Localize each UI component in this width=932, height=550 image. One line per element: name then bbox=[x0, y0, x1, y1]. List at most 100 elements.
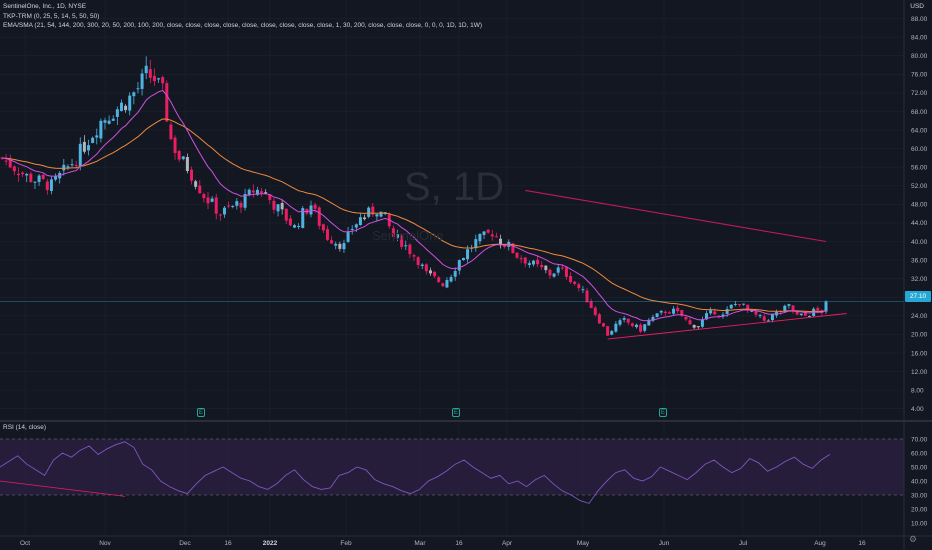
candle-body bbox=[214, 197, 218, 214]
candle-body bbox=[350, 228, 354, 230]
candle-body bbox=[494, 236, 498, 238]
legend-symbol[interactable]: SentinelOne, Inc., 1D, NYSE bbox=[3, 3, 87, 10]
candle-body bbox=[396, 234, 400, 238]
candle-body bbox=[375, 214, 379, 217]
candle-body bbox=[169, 124, 173, 140]
candle-body bbox=[573, 281, 577, 284]
candle-body bbox=[136, 88, 140, 90]
time-tick-label: Dec bbox=[179, 540, 191, 547]
price-tick-label: 24.00 bbox=[911, 313, 928, 320]
candle-body bbox=[548, 269, 552, 276]
candle-body bbox=[124, 105, 128, 111]
legend-indicator-tkp[interactable]: TKP-TRM (0, 25, 5, 14, 5, 50, 50) bbox=[3, 13, 100, 20]
rsi-trendline bbox=[0, 480, 126, 497]
candle-body bbox=[276, 204, 280, 212]
price-axis: 88.00 84.00 80.00 76.00 72.00 68.00 64.00 60.00… bbox=[911, 16, 928, 413]
candle-body bbox=[643, 324, 647, 331]
candle-body bbox=[503, 244, 507, 248]
candle-body bbox=[78, 143, 82, 166]
rsi-legend[interactable]: RSI (14, close) bbox=[3, 424, 46, 431]
candle-body bbox=[457, 260, 461, 271]
price-tick-label: 48.00 bbox=[911, 202, 928, 209]
price-tick-label: 52.00 bbox=[911, 183, 928, 190]
candle-body bbox=[115, 109, 119, 117]
price-tick-label: 76.00 bbox=[911, 72, 928, 79]
candle-body bbox=[25, 173, 29, 176]
candle-body bbox=[148, 69, 152, 78]
candle-body bbox=[338, 243, 342, 249]
candle-body bbox=[49, 179, 53, 192]
price-tick-label: 72.00 bbox=[911, 90, 928, 97]
candle-body bbox=[157, 78, 161, 80]
candle-body bbox=[725, 309, 729, 314]
candle-body bbox=[181, 156, 185, 160]
candle-body bbox=[194, 181, 198, 187]
candle-body bbox=[87, 145, 91, 151]
currency-label: USD bbox=[910, 3, 924, 10]
candle-body bbox=[45, 181, 49, 191]
candle-body bbox=[705, 313, 709, 320]
time-axis: Oct Nov Dec 16 2022 Feb Mar 16 Apr May Jun Jul Aug 16 bbox=[20, 540, 866, 547]
candle-body bbox=[29, 173, 33, 182]
candle-body bbox=[466, 249, 470, 260]
support-trendline bbox=[607, 313, 847, 340]
candle-body bbox=[564, 267, 568, 277]
candle-body bbox=[531, 260, 535, 265]
rsi-pane bbox=[0, 438, 904, 504]
candle-body bbox=[420, 264, 424, 267]
gear-icon[interactable]: ⚙ bbox=[909, 534, 918, 544]
candle-body bbox=[651, 316, 655, 321]
candle-body bbox=[511, 243, 515, 253]
candle-body bbox=[408, 244, 412, 255]
candle-body bbox=[424, 264, 428, 272]
candle-body bbox=[309, 205, 313, 215]
candle-body bbox=[449, 277, 453, 282]
candle-body bbox=[190, 169, 194, 181]
rsi-tick-label: 30.00 bbox=[911, 492, 928, 499]
candle-body bbox=[453, 271, 457, 277]
candle-body bbox=[766, 320, 770, 322]
earnings-marker[interactable]: E bbox=[452, 408, 460, 417]
candle-body bbox=[791, 305, 795, 312]
candle-body bbox=[198, 185, 202, 194]
candle-body bbox=[787, 304, 791, 306]
candle-body bbox=[610, 331, 614, 335]
candle-body bbox=[737, 304, 741, 306]
candle-body bbox=[218, 214, 222, 216]
earnings-marker[interactable]: E bbox=[659, 408, 667, 417]
candle-body bbox=[783, 305, 787, 312]
candle-body bbox=[729, 304, 733, 309]
candle-body bbox=[597, 314, 601, 324]
time-tick-label: 16 bbox=[858, 540, 866, 547]
candle-body bbox=[404, 245, 408, 247]
candle-body bbox=[177, 150, 181, 160]
candle-body bbox=[235, 201, 239, 206]
legend-indicator-ema-sma[interactable]: EMA/SMA (21, 54, 144, 200, 300, 20, 50, … bbox=[3, 22, 483, 29]
time-tick-label: Nov bbox=[99, 540, 111, 547]
candle-body bbox=[742, 303, 746, 305]
candle-body bbox=[437, 277, 441, 283]
candle-body bbox=[264, 192, 268, 194]
candle-body bbox=[21, 172, 25, 175]
candle-body bbox=[317, 207, 321, 226]
rsi-line bbox=[0, 441, 831, 504]
candle-body bbox=[12, 166, 16, 172]
time-tick-label: Oct bbox=[20, 540, 30, 547]
candle-body bbox=[293, 225, 297, 228]
earnings-marker[interactable]: E bbox=[197, 408, 205, 417]
candle-body bbox=[342, 243, 346, 250]
candle-body bbox=[622, 318, 626, 320]
candle-body bbox=[676, 307, 680, 312]
candle-body bbox=[363, 217, 367, 220]
candle-body bbox=[692, 324, 696, 328]
ema-fast-line bbox=[1, 89, 827, 322]
candle-body bbox=[754, 311, 758, 315]
candle-body bbox=[486, 229, 490, 233]
candle-body bbox=[672, 308, 676, 314]
price-tick-label: 44.00 bbox=[911, 220, 928, 227]
candle-body bbox=[733, 303, 737, 305]
candle-body bbox=[474, 239, 478, 249]
last-price-label: 27.10 bbox=[905, 291, 931, 302]
candle-body bbox=[552, 273, 556, 277]
candle-body bbox=[284, 208, 288, 221]
